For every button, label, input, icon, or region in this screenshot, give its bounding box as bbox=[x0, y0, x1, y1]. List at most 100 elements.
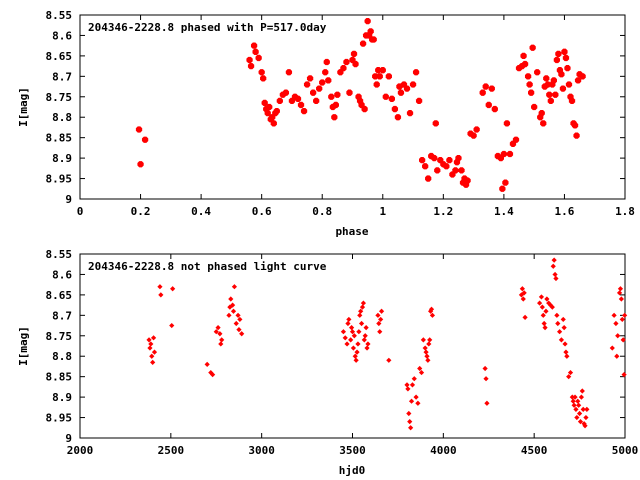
unphased-y-tick-label: 8.75 bbox=[46, 330, 73, 343]
unphased-data-point bbox=[522, 314, 528, 320]
phased-data-point bbox=[328, 93, 335, 100]
unphased-x-tick-label: 2500 bbox=[158, 444, 185, 457]
unphased-data-point bbox=[613, 320, 619, 327]
unphased-data-point bbox=[150, 335, 157, 341]
phased-data-point bbox=[250, 42, 258, 49]
unphased-data-point bbox=[584, 406, 590, 412]
unphased-data-points bbox=[146, 257, 628, 431]
phased-x-tick-label: 0.2 bbox=[131, 205, 151, 218]
phased-data-point bbox=[367, 28, 374, 35]
phased-data-point bbox=[526, 81, 533, 88]
unphased-data-point bbox=[348, 325, 355, 331]
unphased-data-point bbox=[151, 349, 158, 355]
unphased-data-point bbox=[358, 320, 365, 327]
unphased-data-point bbox=[148, 341, 154, 347]
unphased-data-point bbox=[377, 329, 383, 335]
phased-data-point bbox=[538, 109, 545, 117]
unphased-data-point bbox=[428, 306, 435, 312]
phased-data-point bbox=[379, 67, 386, 74]
unphased-data-point bbox=[555, 320, 561, 327]
unphased-data-point bbox=[357, 312, 363, 318]
unphased-data-point bbox=[547, 302, 554, 308]
unphased-data-point bbox=[405, 386, 411, 392]
unphased-panel: 2000 2500 3000 3500 4000 4500 5000 8.55 8.6 8.65 8… bbox=[17, 248, 638, 477]
phased-data-point bbox=[434, 167, 441, 174]
phased-data-point bbox=[561, 48, 568, 55]
unphased-data-point bbox=[518, 292, 525, 298]
phased-data-point bbox=[571, 122, 579, 129]
unphased-data-point bbox=[566, 374, 572, 380]
phased-data-point bbox=[528, 89, 535, 96]
phased-data-point bbox=[266, 103, 273, 111]
phased-data-point bbox=[552, 91, 559, 98]
phased-y-tick-label: 9 bbox=[65, 193, 72, 206]
unphased-data-point bbox=[561, 325, 567, 331]
phased-x-tick-label: 1.2 bbox=[433, 205, 453, 218]
phased-x-tick-label: 0.8 bbox=[312, 205, 332, 218]
phased-x-axis-title: phase bbox=[335, 225, 368, 238]
phased-data-point bbox=[520, 52, 527, 60]
phased-data-point bbox=[258, 69, 265, 76]
unphased-data-point bbox=[364, 345, 370, 351]
unphased-data-point bbox=[158, 292, 164, 298]
unphased-data-point bbox=[362, 333, 368, 339]
phased-data-point bbox=[443, 163, 450, 170]
phased-x-tick-label: 1.4 bbox=[494, 205, 514, 218]
unphased-x-tick-label: 3500 bbox=[339, 444, 366, 457]
phased-data-point bbox=[359, 40, 367, 47]
unphased-data-point bbox=[346, 316, 352, 323]
phased-data-point bbox=[323, 58, 330, 66]
phased-data-point bbox=[547, 97, 554, 105]
phased-data-point bbox=[485, 101, 492, 109]
phased-data-point bbox=[503, 120, 511, 127]
phased-data-point bbox=[319, 79, 326, 86]
unphased-data-point bbox=[573, 406, 579, 412]
phased-data-point bbox=[270, 120, 277, 127]
unphased-data-point bbox=[538, 294, 545, 300]
phased-data-point bbox=[391, 105, 399, 113]
phased-data-point bbox=[432, 120, 439, 127]
phased-data-point bbox=[470, 132, 477, 139]
unphased-data-point bbox=[554, 312, 560, 318]
unphased-data-point bbox=[420, 337, 426, 343]
unphased-data-point bbox=[415, 400, 421, 406]
unphased-data-point bbox=[543, 308, 549, 314]
phased-data-point bbox=[425, 175, 432, 182]
phased-data-point bbox=[574, 77, 582, 84]
phased-data-point bbox=[558, 71, 565, 78]
unphased-data-point bbox=[567, 369, 574, 376]
unphased-data-point bbox=[217, 331, 223, 337]
phased-data-point bbox=[260, 75, 267, 82]
unphased-data-point bbox=[340, 329, 347, 335]
unphased-data-point bbox=[157, 284, 163, 290]
phased-data-point bbox=[412, 69, 420, 76]
phased-data-point bbox=[252, 48, 259, 55]
phased-data-point bbox=[135, 126, 143, 133]
unphased-data-point bbox=[576, 410, 583, 417]
phased-data-point bbox=[482, 83, 489, 90]
unphased-data-point bbox=[622, 312, 628, 318]
unphased-y-tick-label: 8.8 bbox=[52, 350, 72, 363]
phased-data-point bbox=[488, 85, 495, 92]
phased-data-point bbox=[473, 126, 480, 133]
unphased-axis-ticks: 2000 2500 3000 3500 4000 4500 5000 8.55 8.6 8.65 8… bbox=[46, 248, 639, 457]
unphased-x-tick-label: 4500 bbox=[521, 444, 548, 457]
unphased-data-point bbox=[575, 398, 581, 404]
unphased-data-point bbox=[404, 382, 410, 388]
unphased-data-point bbox=[354, 349, 360, 355]
unphased-data-point bbox=[349, 329, 356, 335]
unphased-data-point bbox=[618, 296, 624, 302]
unphased-data-point bbox=[424, 353, 430, 359]
phased-data-point bbox=[540, 120, 547, 127]
unphased-data-point bbox=[583, 414, 589, 421]
unphased-data-point bbox=[149, 353, 155, 359]
unphased-data-point bbox=[426, 341, 432, 347]
unphased-data-point bbox=[409, 382, 416, 388]
unphased-data-point bbox=[427, 337, 433, 343]
unphased-data-point bbox=[375, 312, 381, 318]
phased-data-point bbox=[431, 154, 438, 162]
unphased-data-point bbox=[423, 349, 429, 355]
unphased-data-point bbox=[233, 320, 239, 327]
phased-data-point bbox=[422, 163, 429, 170]
unphased-data-point bbox=[378, 308, 385, 314]
